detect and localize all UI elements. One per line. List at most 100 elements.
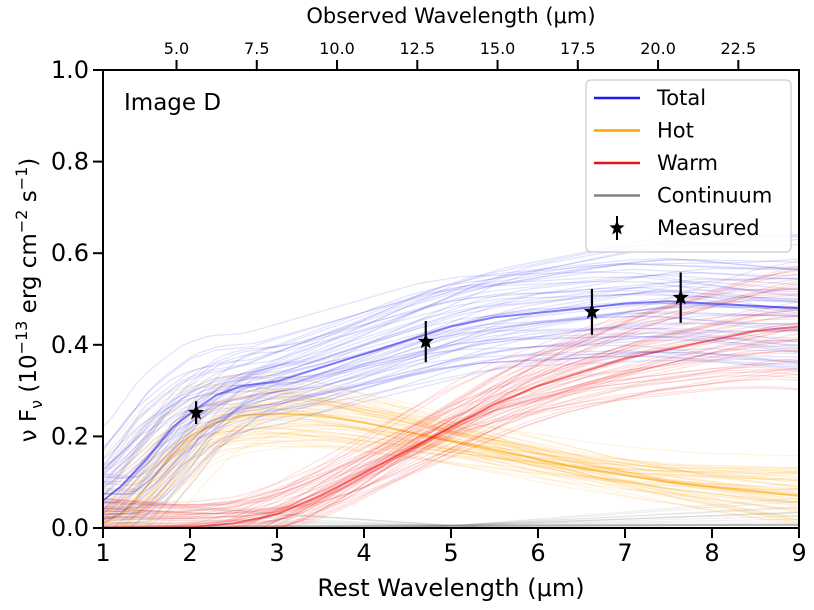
total-realization xyxy=(103,335,799,504)
warm-realization xyxy=(103,313,799,515)
legend-swatch-measured xyxy=(609,220,625,235)
hot-realization xyxy=(103,420,799,513)
x-tick-label: 8 xyxy=(704,539,719,567)
hot-realization xyxy=(103,436,799,521)
warm-realization xyxy=(103,260,799,528)
warm-realization xyxy=(103,352,799,520)
total-realization xyxy=(103,360,799,495)
legend-box xyxy=(585,79,792,253)
hot-realization xyxy=(103,373,799,521)
total-realization xyxy=(103,315,799,481)
warm-realization xyxy=(103,374,799,506)
hot-median-line xyxy=(103,412,799,525)
x-tick-label: 1 xyxy=(95,539,110,567)
image-label: Image D xyxy=(124,90,221,116)
warm-realization xyxy=(103,370,799,522)
y-tick-label: 0.8 xyxy=(51,148,89,176)
warm-realization xyxy=(103,279,799,528)
warm-realization xyxy=(103,301,799,528)
legend: Total Hot Warm Continuum Measured xyxy=(585,79,792,253)
hot-realization xyxy=(103,434,799,528)
warm-realization xyxy=(103,360,799,510)
measured-point xyxy=(672,289,689,305)
hot-realization xyxy=(103,394,799,514)
hot-realization xyxy=(103,431,799,528)
warm-realization xyxy=(103,358,799,503)
total-realization xyxy=(103,314,799,519)
series-continuum xyxy=(103,497,799,528)
hot-realization xyxy=(103,376,799,521)
total-realization xyxy=(103,271,799,428)
total-realization xyxy=(103,272,799,495)
top-x-tick-label: 7.5 xyxy=(244,39,269,58)
total-realization xyxy=(103,259,799,483)
total-realization xyxy=(103,301,799,473)
hot-realization xyxy=(103,430,799,518)
total-realization xyxy=(110,329,799,528)
top-x-axis-label: Observed Wavelength (μm) xyxy=(306,4,595,28)
warm-realization xyxy=(103,284,799,528)
y-tick-label: 1.0 xyxy=(51,56,89,84)
series-hot xyxy=(103,373,799,528)
total-realization xyxy=(103,347,799,508)
series-warm xyxy=(103,260,799,528)
hot-realization xyxy=(103,397,799,524)
hot-realization xyxy=(103,432,799,511)
warm-realization xyxy=(103,327,799,528)
x-tick-label: 3 xyxy=(269,539,284,567)
x-axis-label: Rest Wavelength (μm) xyxy=(317,574,584,602)
hot-realization xyxy=(103,439,799,515)
top-x-tick-label: 5.0 xyxy=(164,39,189,58)
x-tick-label: 5 xyxy=(443,539,458,567)
x-tick-label: 2 xyxy=(182,539,197,567)
hot-realization xyxy=(103,428,799,525)
hot-realization xyxy=(103,440,799,528)
hot-realization xyxy=(103,396,799,512)
warm-realization xyxy=(103,338,799,528)
top-x-tick-label: 22.5 xyxy=(721,39,757,58)
y-tick-label: 0.0 xyxy=(51,514,89,542)
total-realization xyxy=(103,257,799,487)
total-realization xyxy=(103,258,799,474)
total-realization xyxy=(103,263,799,468)
hot-realization xyxy=(103,376,799,521)
hot-realization xyxy=(103,423,799,526)
hot-realization xyxy=(103,386,799,522)
total-realization xyxy=(103,335,799,478)
warm-realization xyxy=(103,282,799,528)
warm-realization xyxy=(103,349,799,528)
warm-realization xyxy=(103,350,799,528)
legend-label-hot: Hot xyxy=(657,119,694,143)
hot-realization xyxy=(103,435,799,528)
warm-realization xyxy=(103,347,799,525)
total-realization xyxy=(103,351,799,486)
hot-realization xyxy=(103,438,799,528)
total-realization xyxy=(110,299,799,528)
y-tick-label: 0.6 xyxy=(51,239,89,267)
total-realization xyxy=(103,355,799,489)
warm-realization xyxy=(103,368,799,513)
hot-realization xyxy=(103,412,799,528)
hot-realization xyxy=(103,408,799,528)
total-realization xyxy=(103,267,799,516)
model-curves xyxy=(103,233,799,528)
warm-realization xyxy=(103,333,799,528)
x-tick-label: 6 xyxy=(530,539,545,567)
hot-realization xyxy=(103,445,799,528)
hot-realization xyxy=(103,426,799,522)
hot-realization xyxy=(103,433,799,528)
measured-point xyxy=(417,333,434,349)
x-tick-label: 9 xyxy=(791,539,806,567)
y-tick-label: 0.2 xyxy=(51,422,89,450)
warm-realization xyxy=(103,344,799,528)
total-realization xyxy=(103,312,799,484)
warm-realization xyxy=(103,387,799,512)
warm-realization xyxy=(103,322,799,528)
top-x-tick-label: 12.5 xyxy=(399,39,435,58)
y-axis-label: ν Fν (10−13 erg cm−2 s−1) xyxy=(12,158,46,443)
continuum-median-line xyxy=(103,523,799,528)
hot-realization xyxy=(103,413,799,512)
total-realization xyxy=(103,287,799,460)
warm-realization xyxy=(103,328,799,528)
total-realization xyxy=(103,278,799,522)
